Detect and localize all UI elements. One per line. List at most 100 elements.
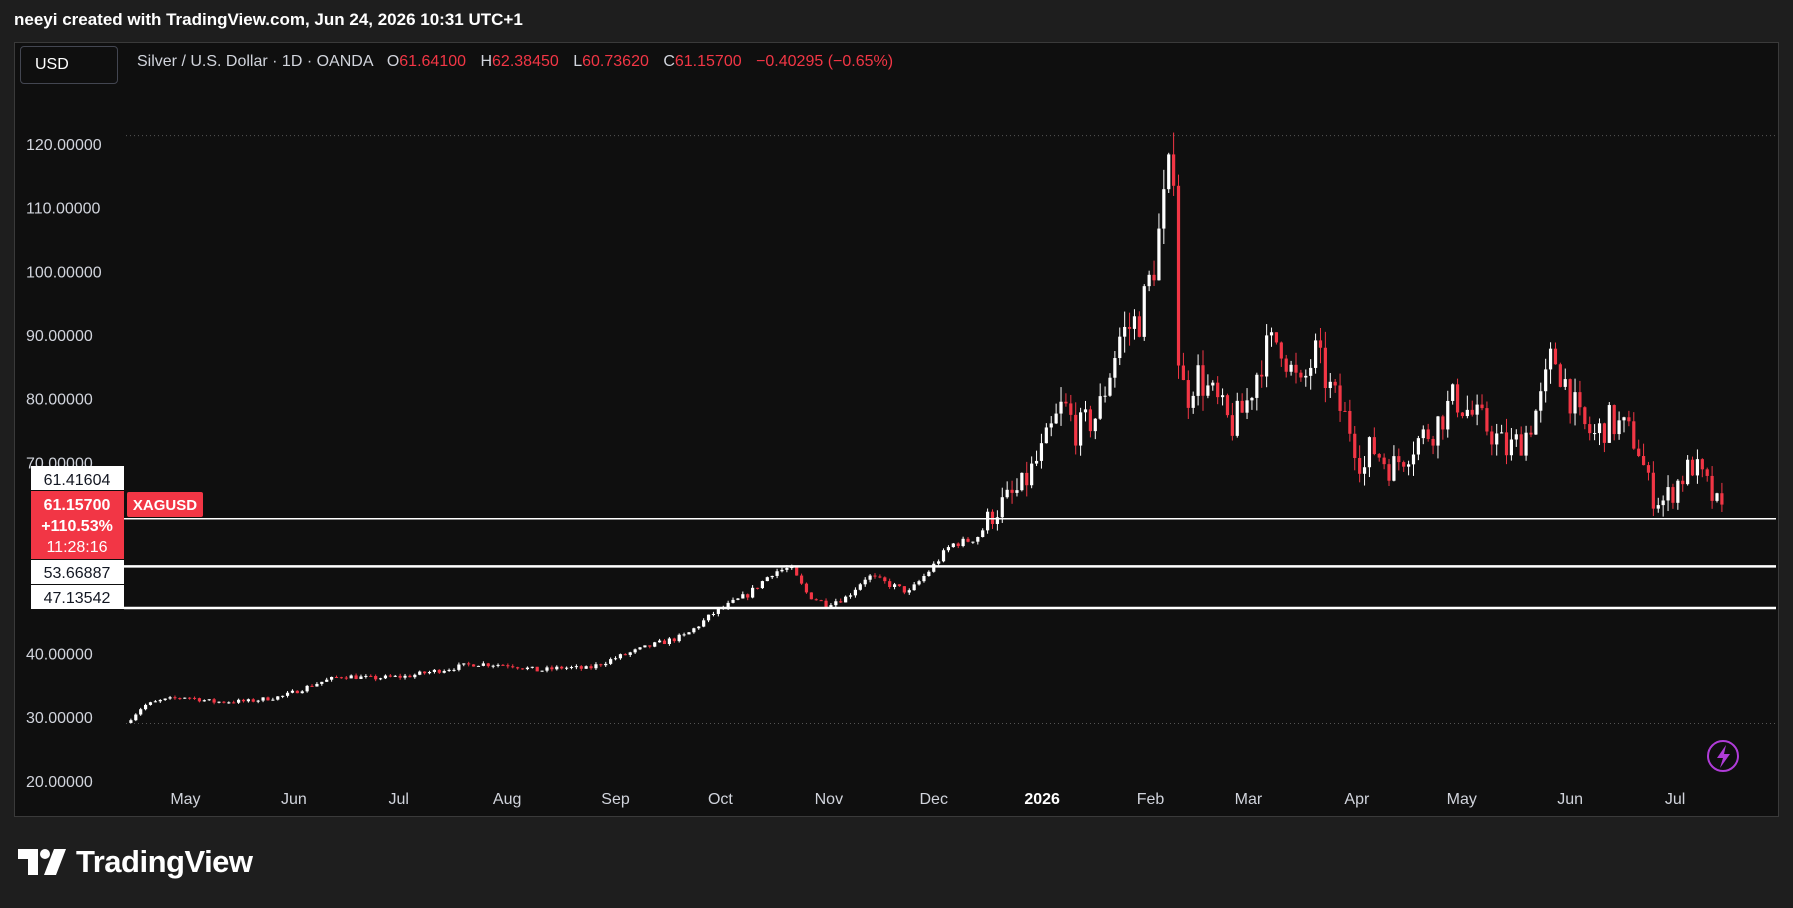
candle [1446,390,1450,438]
close-label: C [663,53,675,70]
candle [1240,393,1244,413]
candle [1641,443,1646,466]
candle [1323,331,1327,403]
candle [1583,406,1587,430]
candle [359,674,363,680]
candle [442,669,446,674]
y-tick-label-4: 80.00000 [26,392,93,409]
close-value: 61.15700 [674,53,742,70]
candle [290,689,295,694]
countdown-label: 11:28:16 [46,539,107,556]
candle [1426,423,1430,442]
horizontal-lines-layer [124,517,1776,610]
candle [1651,461,1655,516]
candle [966,537,970,543]
candle [432,669,437,674]
candle [1372,427,1376,456]
candle [1431,435,1435,455]
candle [985,508,990,534]
tradingview-logo-icon [18,849,66,875]
candle [467,661,471,667]
candle [486,662,490,668]
candle [310,684,314,687]
y-tick-label-1: 110.00000 [26,201,101,218]
candle [643,645,647,648]
candle [1612,404,1616,441]
candle [956,542,960,549]
candle [765,576,769,582]
candle [256,699,260,704]
candle [692,627,696,634]
tradingview-logo[interactable]: TradingView [18,844,253,880]
candle [751,585,755,599]
low-value: 60.73620 [582,53,649,70]
candle [241,698,246,703]
candle [1025,461,1029,497]
candle [981,528,985,538]
candle [540,670,544,672]
candle [1597,418,1602,446]
candle [706,614,711,623]
upper-level-label-bg [31,466,124,490]
candle [760,580,765,590]
candle [1607,402,1611,444]
candle [1284,354,1288,378]
candle [1206,374,1210,399]
candle [1123,311,1127,353]
candle [520,668,525,670]
x-tick-label-3: Aug [493,791,521,808]
candle [883,576,887,584]
candle [393,674,397,678]
candle [1034,450,1039,467]
candle [1137,311,1141,338]
lightning-icon[interactable] [1707,740,1739,772]
candle [398,673,402,680]
candle [1054,403,1058,425]
candle [1147,270,1151,292]
candle [863,577,867,587]
candle [1103,386,1107,403]
symbol-legend: Silver / U.S. Dollar · 1D · OANDA O61.64… [137,53,903,71]
currency-button[interactable]: USD [20,46,118,84]
candles-layer [129,132,1724,724]
candle [364,674,368,679]
x-tick-label-5: Oct [708,791,733,808]
candle [618,653,623,660]
candle [971,541,975,544]
candle [1044,423,1048,444]
candle [1632,412,1636,450]
candle [892,582,897,590]
candle [1402,460,1406,472]
price-markers: 61.41604 61.15700 +110.53% 11:28:16 XAGU… [31,466,203,609]
candle [1387,458,1391,486]
x-tick-label-1: Jun [281,791,307,808]
candle [1000,487,1004,523]
candle [1500,424,1504,434]
candle [858,582,862,591]
candle [687,632,691,635]
grid-layer [126,135,1776,725]
candle [163,698,167,701]
candle [325,677,329,682]
x-tick-label-8: 2026 [1024,791,1060,808]
x-tick-label-4: Sep [601,791,630,808]
candle [1211,380,1215,391]
candle [1304,369,1308,387]
candle [1074,402,1078,455]
candle [1083,400,1088,422]
candle [809,592,813,600]
candle [775,568,779,579]
candle [1411,441,1416,476]
candle [271,697,275,701]
candle [682,632,686,637]
candle [1715,492,1719,503]
candle [736,598,740,601]
candle [506,663,510,669]
candle [447,668,451,672]
candle [134,713,138,722]
candle [315,682,319,687]
level-2-label-bg [31,560,124,584]
candle [1460,412,1465,419]
y-tick-label-7: 30.00000 [26,710,93,727]
